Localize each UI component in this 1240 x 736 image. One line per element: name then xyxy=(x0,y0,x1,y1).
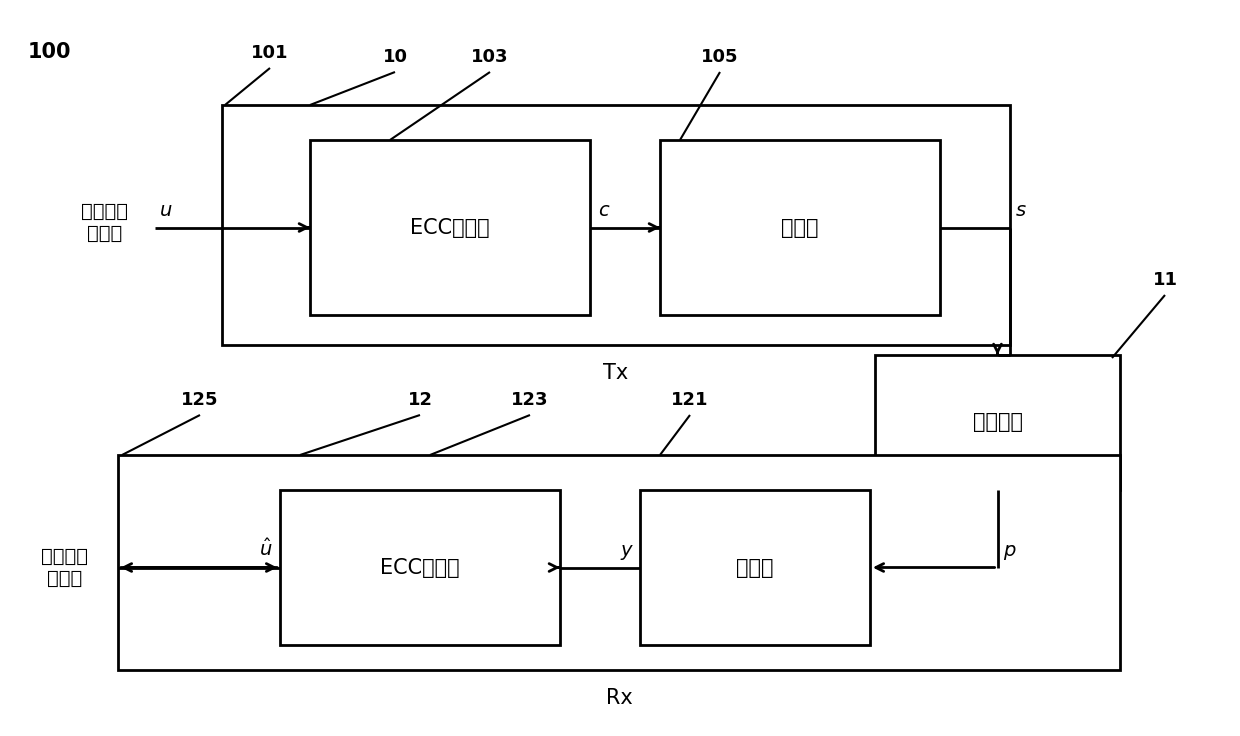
Text: 解调器: 解调器 xyxy=(737,557,774,578)
Bar xyxy=(640,490,870,645)
Text: 125: 125 xyxy=(181,391,218,409)
Text: 11: 11 xyxy=(1152,271,1178,289)
Text: 121: 121 xyxy=(671,391,709,409)
Text: 10: 10 xyxy=(382,48,408,66)
Text: u: u xyxy=(160,200,172,219)
Text: Tx: Tx xyxy=(604,363,629,383)
Bar xyxy=(875,355,1120,490)
Text: 传输信道: 传输信道 xyxy=(972,412,1023,433)
Text: ECC解码器: ECC解码器 xyxy=(381,557,460,578)
Text: $\hat{u}$: $\hat{u}$ xyxy=(258,537,272,559)
Text: 123: 123 xyxy=(511,391,549,409)
Text: 12: 12 xyxy=(408,391,433,409)
Text: s: s xyxy=(1016,200,1027,219)
Bar xyxy=(118,455,1120,670)
Bar xyxy=(280,490,560,645)
Text: ECC编码器: ECC编码器 xyxy=(410,218,490,238)
Text: 101: 101 xyxy=(252,44,289,62)
Text: Rx: Rx xyxy=(605,688,632,708)
Text: c: c xyxy=(598,200,609,219)
Bar xyxy=(660,140,940,315)
Text: 数字输出
数据块: 数字输出 数据块 xyxy=(41,547,88,588)
Text: 105: 105 xyxy=(702,48,739,66)
Text: 103: 103 xyxy=(471,48,508,66)
Text: 100: 100 xyxy=(29,42,72,62)
Bar xyxy=(310,140,590,315)
Text: 数字输入
数据块: 数字输入 数据块 xyxy=(82,202,129,243)
Bar xyxy=(222,105,1011,345)
Text: 调制器: 调制器 xyxy=(781,218,818,238)
Text: y: y xyxy=(620,540,632,559)
Text: p: p xyxy=(1003,540,1016,559)
